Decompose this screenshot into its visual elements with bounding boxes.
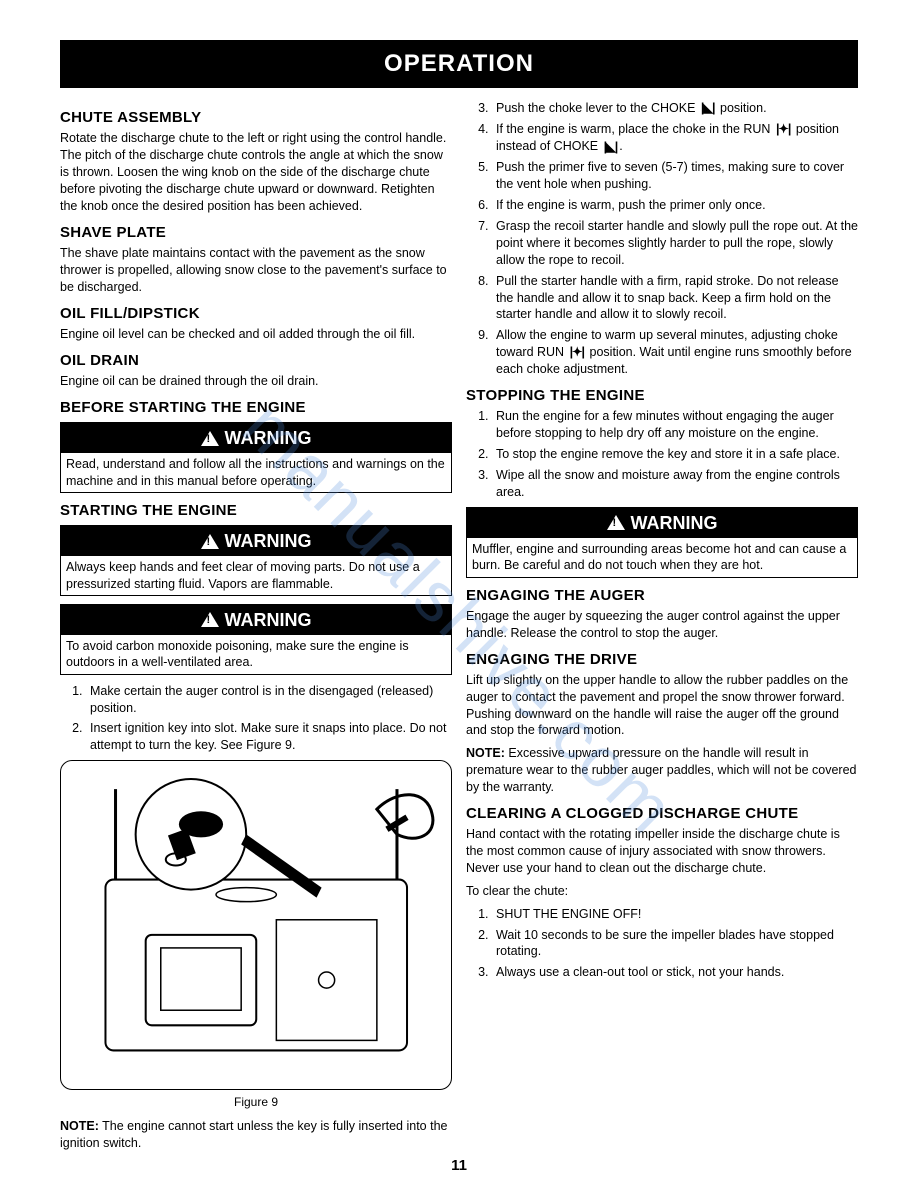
list-item: If the engine is warm, place the choke i…: [492, 121, 858, 155]
note-text: The engine cannot start unless the key i…: [60, 1119, 447, 1150]
clearing-intro: Hand contact with the rotating impeller …: [466, 826, 858, 877]
list-item: Make certain the auger control is in the…: [86, 683, 452, 717]
warning-triangle-icon: [201, 431, 219, 446]
warning-box-start2: WARNING To avoid carbon monoxide poisoni…: [60, 604, 452, 675]
step-text: position.: [720, 101, 767, 115]
two-column-layout: CHUTE ASSEMBLY Rotate the discharge chut…: [60, 100, 858, 1152]
note-label: NOTE:: [60, 1119, 99, 1133]
drive-body: Lift up slightly on the upper handle to …: [466, 672, 858, 740]
oilfill-body: Engine oil level can be checked and oil …: [60, 326, 452, 343]
warning-header: WARNING: [61, 605, 451, 635]
starting-title: STARTING THE ENGINE: [60, 501, 452, 521]
warning-triangle-icon: [201, 534, 219, 549]
clearing-steps: SHUT THE ENGINE OFF! Wait 10 seconds to …: [466, 906, 858, 982]
clearing-lead: To clear the chute:: [466, 883, 858, 900]
list-item: Run the engine for a few minutes without…: [492, 408, 858, 442]
warning-box-stopping: WARNING Muffler, engine and surrounding …: [466, 507, 858, 578]
step-text: If the engine is warm, place the choke i…: [496, 122, 770, 136]
warning-label: WARNING: [225, 608, 312, 632]
chute-body: Rotate the discharge chute to the left o…: [60, 130, 452, 214]
drive-note: NOTE: Excessive upward pressure on the h…: [466, 745, 858, 796]
left-column: CHUTE ASSEMBLY Rotate the discharge chut…: [60, 100, 452, 1152]
warning-body: Always keep hands and feet clear of movi…: [61, 556, 451, 595]
choke-icon: |◣|: [699, 100, 717, 117]
starting-steps: Make certain the auger control is in the…: [60, 683, 452, 755]
warning-triangle-icon: [607, 515, 625, 530]
stopping-title: STOPPING THE ENGINE: [466, 386, 858, 406]
note: NOTE: The engine cannot start unless the…: [60, 1118, 452, 1152]
list-item: Pull the starter handle with a firm, rap…: [492, 273, 858, 324]
step-text: Push the choke lever to the CHOKE: [496, 101, 695, 115]
warning-header: WARNING: [61, 423, 451, 453]
list-item: Push the primer five to seven (5-7) time…: [492, 159, 858, 193]
list-item: To stop the engine remove the key and st…: [492, 446, 858, 463]
warning-label: WARNING: [225, 426, 312, 450]
list-item: Wait 10 seconds to be sure the impeller …: [492, 927, 858, 961]
page-number: 11: [451, 1157, 467, 1174]
note-label: NOTE:: [466, 746, 505, 760]
warning-body: Read, understand and follow all the inst…: [61, 453, 451, 492]
shave-title: SHAVE PLATE: [60, 223, 452, 243]
right-column: Push the choke lever to the CHOKE |◣| po…: [466, 100, 858, 1152]
oildrain-body: Engine oil can be drained through the oi…: [60, 373, 452, 390]
warning-box-before: WARNING Read, understand and follow all …: [60, 422, 452, 493]
list-item: Wipe all the snow and moisture away from…: [492, 467, 858, 501]
run-icon: |✦|: [774, 121, 792, 138]
stopping-steps: Run the engine for a few minutes without…: [466, 408, 858, 500]
auger-title: ENGAGING THE AUGER: [466, 586, 858, 606]
list-item: Push the choke lever to the CHOKE |◣| po…: [492, 100, 858, 117]
warning-body: Muffler, engine and surrounding areas be…: [467, 538, 857, 577]
warning-header: WARNING: [467, 508, 857, 538]
warning-box-start1: WARNING Always keep hands and feet clear…: [60, 525, 452, 596]
starting-steps-cont: Push the choke lever to the CHOKE |◣| po…: [466, 100, 858, 378]
warning-header: WARNING: [61, 526, 451, 556]
figure-caption: Figure 9: [60, 1094, 452, 1110]
list-item: Allow the engine to warm up several minu…: [492, 327, 858, 378]
clearing-title: CLEARING A CLOGGED DISCHARGE CHUTE: [466, 804, 858, 824]
drive-title: ENGAGING THE DRIVE: [466, 650, 858, 670]
warning-label: WARNING: [225, 529, 312, 553]
list-item: Insert ignition key into slot. Make sure…: [86, 720, 452, 754]
engine-diagram-icon: [71, 769, 442, 1081]
auger-body: Engage the auger by squeezing the auger …: [466, 608, 858, 642]
before-title: BEFORE STARTING THE ENGINE: [60, 398, 452, 418]
chute-title: CHUTE ASSEMBLY: [60, 108, 452, 128]
list-item: Grasp the recoil starter handle and slow…: [492, 218, 858, 269]
oildrain-title: OIL DRAIN: [60, 351, 452, 371]
list-item: Always use a clean-out tool or stick, no…: [492, 964, 858, 981]
warning-triangle-icon: [201, 612, 219, 627]
oilfill-title: OIL FILL/DIPSTICK: [60, 304, 452, 324]
page-header: OPERATION: [60, 40, 858, 88]
warning-body: To avoid carbon monoxide poisoning, make…: [61, 635, 451, 674]
figure-9: [60, 760, 452, 1090]
shave-body: The shave plate maintains contact with t…: [60, 245, 452, 296]
list-item: SHUT THE ENGINE OFF!: [492, 906, 858, 923]
note-text: Excessive upward pressure on the handle …: [466, 746, 857, 794]
list-item: If the engine is warm, push the primer o…: [492, 197, 858, 214]
warning-label: WARNING: [631, 511, 718, 535]
choke-icon: |◣|: [602, 139, 620, 156]
run-icon: |✦|: [568, 344, 586, 361]
